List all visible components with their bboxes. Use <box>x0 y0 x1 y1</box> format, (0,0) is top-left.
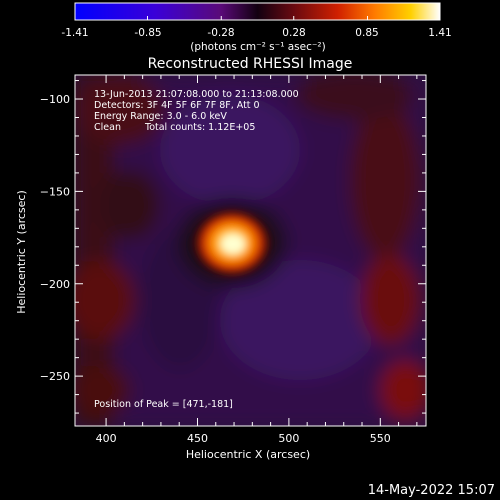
plot-frame <box>74 74 427 427</box>
timestamp: 14-May-2022 15:07 <box>368 483 495 498</box>
x-tick-label: 500 <box>278 432 299 445</box>
colorbar-gradient <box>75 3 440 20</box>
y-axis: −100 −150 −200 −250 <box>40 80 426 414</box>
y-axis-label: Heliocentric Y (arcsec) <box>15 190 28 314</box>
x-axis-label: Heliocentric X (arcsec) <box>186 448 310 461</box>
x-axis: 400 450 500 550 <box>96 75 418 445</box>
annotation-total-counts: Total counts: 1.12E+05 <box>144 122 255 133</box>
colorbar-tick-label: -1.41 <box>61 27 88 39</box>
annotation-detectors: Detectors: 3F 4F 5F 6F 7F 8F, Att 0 <box>94 100 260 111</box>
x-tick-label: 400 <box>96 432 117 445</box>
colorbar: -1.41 -0.85 -0.28 0.28 0.85 1.41 (photon… <box>61 2 452 53</box>
x-tick-label: 450 <box>187 432 208 445</box>
annotation-peak-position: Position of Peak = [471,-181] <box>94 399 233 410</box>
colorbar-tick-label: 1.41 <box>428 27 451 39</box>
heatmap-structure <box>75 75 426 426</box>
colorbar-frame <box>74 2 441 21</box>
annotation-clean: Clean <box>94 122 121 133</box>
chart-title: Reconstructed RHESSI Image <box>148 56 353 72</box>
y-tick-label: −100 <box>40 93 70 106</box>
peak-source <box>192 208 272 278</box>
annotation-energy-range: Energy Range: 3.0 - 6.0 keV <box>94 111 227 122</box>
colorbar-tick-label: 0.85 <box>355 27 378 39</box>
y-tick-label: −250 <box>40 370 70 383</box>
colorbar-unit-label: (photons cm⁻² s⁻¹ asec⁻²) <box>190 41 325 53</box>
y-tick-label: −200 <box>40 278 70 291</box>
colorbar-tick-label: 0.28 <box>282 27 305 39</box>
colorbar-tick-label: -0.28 <box>207 27 234 39</box>
annotation-time-range: 13-Jun-2013 21:07:08.000 to 21:13:08.000 <box>94 89 299 100</box>
colorbar-tick-label: -0.85 <box>134 27 161 39</box>
x-tick-label: 550 <box>370 432 391 445</box>
y-tick-label: −150 <box>40 185 70 198</box>
colorbar-ticks <box>74 16 441 20</box>
heatmap-image <box>75 75 426 426</box>
annotations: 13-Jun-2013 21:07:08.000 to 21:13:08.000… <box>94 89 299 410</box>
